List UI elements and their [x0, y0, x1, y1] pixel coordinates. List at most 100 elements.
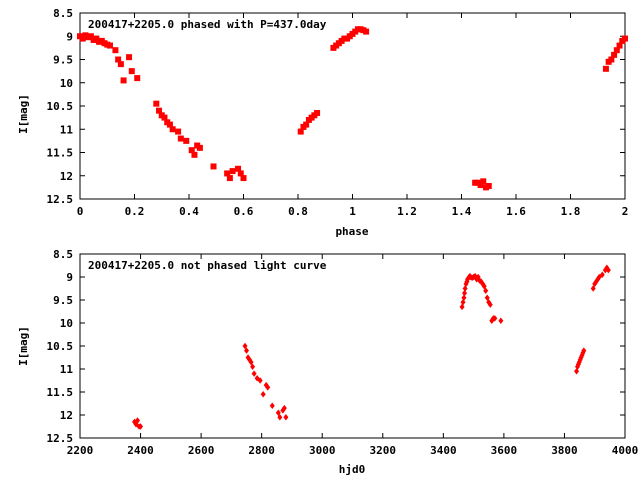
top-y-tick-label: 11 [60, 123, 74, 136]
bottom-y-tick-label: 10.5 [47, 340, 74, 353]
top-data-point [188, 147, 195, 154]
bottom-data-point [605, 266, 611, 274]
bottom-data-point [498, 317, 504, 324]
bottom-x-tick-label: 3600 [491, 444, 518, 457]
top-y-tick-label: 12.5 [47, 193, 74, 206]
bottom-data-point [242, 342, 248, 350]
bottom-data-point [260, 391, 266, 398]
bottom-data-point [483, 287, 489, 295]
bottom-data-point [460, 299, 466, 306]
top-data-point [237, 170, 244, 177]
bottom-data-point [269, 402, 275, 410]
top-y-tick-label: 9 [66, 30, 73, 43]
bottom-data-point [281, 404, 287, 412]
top-data-point [128, 68, 135, 75]
bottom-data-point [461, 294, 467, 301]
top-data-point [166, 121, 173, 128]
top-plot-frame [79, 12, 626, 200]
top-data-point [210, 163, 217, 170]
top-y-tick-label: 10 [60, 77, 73, 90]
bottom-data-point [277, 414, 283, 421]
top-data-point [622, 35, 628, 42]
bottom-data-point [462, 285, 468, 292]
top-x-tick-label: 1.4 [452, 205, 472, 218]
top-data-point [115, 56, 122, 63]
top-data-point [117, 61, 124, 68]
top-data-point [616, 42, 623, 49]
top-data-point [153, 100, 160, 107]
bottom-x-tick-label: 3200 [370, 444, 397, 457]
top-data-point [303, 121, 310, 128]
bottom-x-tick-label: 2800 [248, 444, 275, 457]
top-data-point [134, 75, 141, 82]
top-x-axis-label: phase [335, 225, 368, 238]
top-data-point [363, 28, 370, 35]
bottom-y-tick-label: 10 [60, 317, 73, 330]
bottom-chart-title: 200417+2205.0 not phased light curve [88, 259, 327, 272]
top-data-point [477, 182, 484, 189]
top-chart-title: 200417+2205.0 phased with P=437.0day [88, 18, 327, 31]
top-x-tick-label: 0.8 [288, 205, 308, 218]
top-data-point [297, 128, 304, 135]
top-data-point [235, 165, 242, 172]
bottom-points [132, 264, 611, 430]
bottom-x-axis-label: hjd0 [339, 463, 366, 476]
bottom-data-point [265, 384, 271, 391]
bottom-data-point [599, 271, 605, 278]
bottom-data-point [135, 417, 141, 424]
bottom-data-point [257, 377, 263, 384]
top-y-axis-label: I[mag] [17, 94, 30, 134]
top-data-point [79, 35, 86, 42]
top-data-point [480, 178, 487, 185]
top-data-point [229, 168, 236, 175]
bottom-y-tick-label: 9.5 [53, 294, 73, 307]
bottom-y-ticks: 8.5 9 9.5 10 10.5 11 11.5 12 12.5 [47, 248, 625, 445]
bottom-x-tick-label: 3800 [551, 444, 578, 457]
bottom-y-tick-label: 11 [60, 363, 74, 376]
top-x-tick-label: 2 [622, 205, 629, 218]
top-data-point [191, 151, 198, 158]
bottom-x-tick-label: 4000 [612, 444, 639, 457]
bottom-data-point [574, 368, 580, 375]
bottom-data-point [251, 370, 257, 377]
top-data-point [169, 126, 176, 133]
bottom-y-tick-label: 12 [60, 409, 73, 422]
top-x-ticks: 0 0.2 0.4 0.6 0.8 1 1.2 1.4 1.6 1.8 2 [77, 13, 629, 218]
bottom-x-tick-label: 3400 [430, 444, 457, 457]
top-y-tick-label: 12 [60, 170, 73, 183]
top-data-point [126, 54, 133, 61]
top-data-point [226, 175, 233, 182]
bottom-data-point [250, 363, 256, 370]
top-data-point [608, 56, 615, 63]
top-x-tick-label: 1 [349, 205, 356, 218]
bottom-data-point [484, 294, 490, 301]
top-data-point [602, 65, 609, 72]
top-data-point [175, 128, 182, 135]
bottom-x-tick-label: 2600 [188, 444, 215, 457]
bottom-data-point [275, 409, 281, 416]
bottom-x-tick-label: 2400 [127, 444, 154, 457]
top-data-point [485, 182, 492, 189]
top-x-tick-label: 0 [77, 205, 84, 218]
bottom-y-tick-label: 12.5 [47, 432, 74, 445]
top-data-point [183, 137, 190, 144]
top-x-tick-label: 1.2 [397, 205, 417, 218]
bottom-data-point [248, 358, 254, 366]
top-data-point [314, 109, 321, 116]
bottom-data-point [459, 303, 465, 311]
bottom-y-tick-label: 11.5 [47, 386, 74, 399]
bottom-data-point [462, 289, 468, 297]
bottom-data-point [487, 301, 493, 308]
top-y-tick-label: 11.5 [47, 147, 74, 160]
bottom-data-point [244, 347, 250, 354]
bottom-y-tick-label: 8.5 [53, 248, 73, 261]
top-x-tick-label: 1.8 [561, 205, 581, 218]
top-data-point [156, 107, 163, 114]
bottom-x-tick-label: 3000 [309, 444, 336, 457]
top-x-tick-label: 0.4 [179, 205, 199, 218]
top-y-tick-label: 9.5 [53, 54, 73, 67]
top-x-tick-label: 0.6 [234, 205, 254, 218]
top-points [77, 26, 628, 191]
top-data-point [93, 35, 100, 42]
